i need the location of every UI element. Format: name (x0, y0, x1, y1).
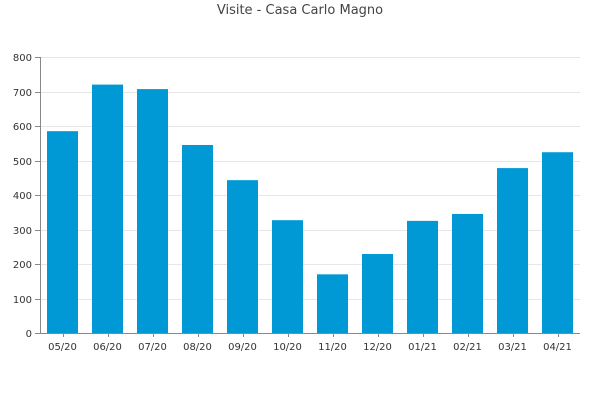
bar (92, 84, 123, 333)
bar-layer (47, 84, 573, 334)
bar (407, 220, 438, 333)
label-layer: 0 100 200 300 400 500 600 700 800 05/20 06/20 07/20… (13, 53, 572, 353)
bar (182, 144, 213, 333)
y-tick-label: 700 (13, 88, 32, 99)
x-tick-label: 06/20 (93, 342, 122, 353)
bar (452, 213, 483, 333)
y-tick-label: 800 (13, 53, 32, 64)
y-tick-label: 300 (13, 226, 32, 237)
y-tick-label: 400 (13, 191, 32, 202)
x-tick-label: 05/20 (48, 342, 77, 353)
x-tick-label: 01/21 (408, 342, 437, 353)
bar (227, 180, 258, 333)
chart-title: Visite - Casa Carlo Magno (216, 3, 384, 18)
bar (47, 131, 78, 333)
x-tick-label: 03/21 (498, 342, 527, 353)
x-tick-label: 07/20 (138, 342, 167, 353)
bar (497, 168, 528, 333)
y-tick-label: 100 (13, 295, 32, 306)
x-tick-label: 10/20 (273, 342, 302, 353)
axis-layer (35, 57, 580, 337)
x-tick-label: 04/21 (543, 342, 572, 353)
grid-layer (40, 57, 580, 300)
bar (137, 89, 168, 334)
x-tick-label: 11/20 (318, 342, 347, 353)
x-tick-label: 09/20 (228, 342, 257, 353)
y-tick-label: 500 (13, 157, 32, 168)
bar (362, 253, 393, 333)
bar (317, 274, 348, 333)
bar (272, 220, 303, 333)
x-tick-label: 02/21 (453, 342, 482, 353)
y-tick-label: 0 (26, 329, 32, 340)
y-tick-label: 600 (13, 122, 32, 133)
bar (542, 152, 573, 333)
y-tick-label: 200 (13, 260, 32, 271)
x-tick-label: 12/20 (363, 342, 392, 353)
x-tick-label: 08/20 (183, 342, 212, 353)
